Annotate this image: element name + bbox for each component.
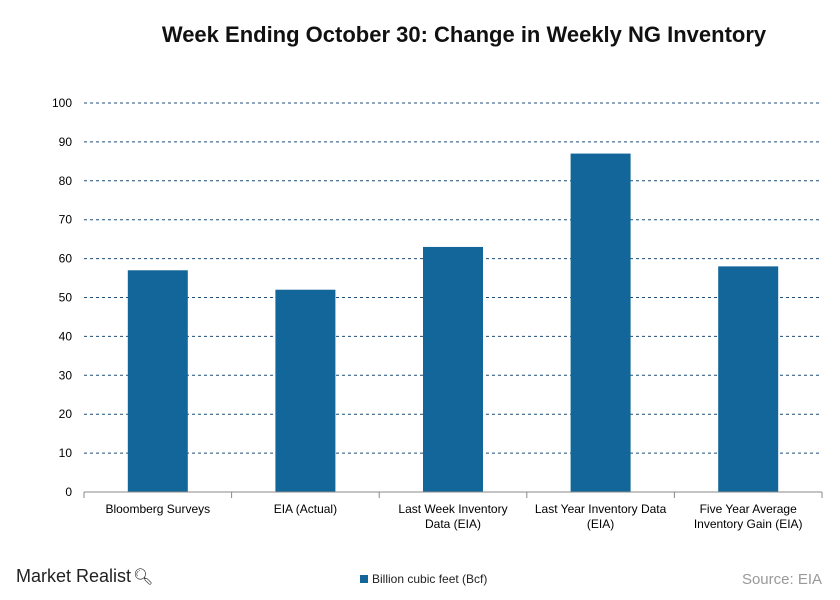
y-tick-label: 30 bbox=[59, 368, 73, 382]
x-category-label: Five Year Average bbox=[700, 502, 798, 516]
y-tick-label: 0 bbox=[65, 485, 72, 499]
bar bbox=[275, 289, 336, 492]
bars bbox=[127, 153, 779, 492]
x-category-label: Last Week Inventory bbox=[398, 502, 507, 516]
bar bbox=[127, 270, 188, 492]
brand-logo: Market Realist 🔍︎ bbox=[16, 566, 153, 587]
x-category-label: EIA (Actual) bbox=[274, 502, 337, 516]
y-tick-label: 50 bbox=[59, 291, 73, 305]
legend: Billion cubic feet (Bcf) bbox=[360, 572, 487, 586]
x-category-label: (EIA) bbox=[587, 517, 614, 531]
chart-title: Week Ending October 30: Change in Weekly… bbox=[161, 22, 767, 47]
y-tick-label: 100 bbox=[52, 96, 72, 110]
bar-chart: 0 10 20 30 40 50 60 70 80 90 100 Bloomberg Surveys E… bbox=[52, 96, 823, 531]
y-tick-label: 80 bbox=[59, 174, 73, 188]
bar bbox=[718, 266, 779, 492]
brand-name: Market Realist bbox=[16, 566, 132, 586]
x-category-label: Data (EIA) bbox=[425, 517, 481, 531]
axes: 0 10 20 30 40 50 60 70 80 90 100 Bloomberg Surveys E… bbox=[52, 96, 823, 531]
source-note: Source: EIA bbox=[741, 571, 822, 588]
y-tick-label: 20 bbox=[59, 407, 73, 421]
bar bbox=[423, 246, 483, 492]
magnifier-icon: 🔍︎ bbox=[133, 568, 154, 586]
x-category-label: Inventory Gain (EIA) bbox=[694, 517, 803, 531]
legend-label: Billion cubic feet (Bcf) bbox=[372, 572, 488, 586]
y-tick-label: 10 bbox=[59, 446, 73, 460]
legend-swatch bbox=[360, 575, 368, 583]
y-tick-label: 60 bbox=[59, 252, 73, 266]
y-tick-label: 70 bbox=[59, 213, 73, 227]
y-tick-label: 40 bbox=[59, 329, 73, 343]
bar bbox=[570, 153, 631, 492]
x-category-label: Last Year Inventory Data bbox=[535, 502, 667, 516]
y-tick-label: 90 bbox=[59, 135, 73, 149]
x-category-label: Bloomberg Surveys bbox=[105, 502, 210, 516]
